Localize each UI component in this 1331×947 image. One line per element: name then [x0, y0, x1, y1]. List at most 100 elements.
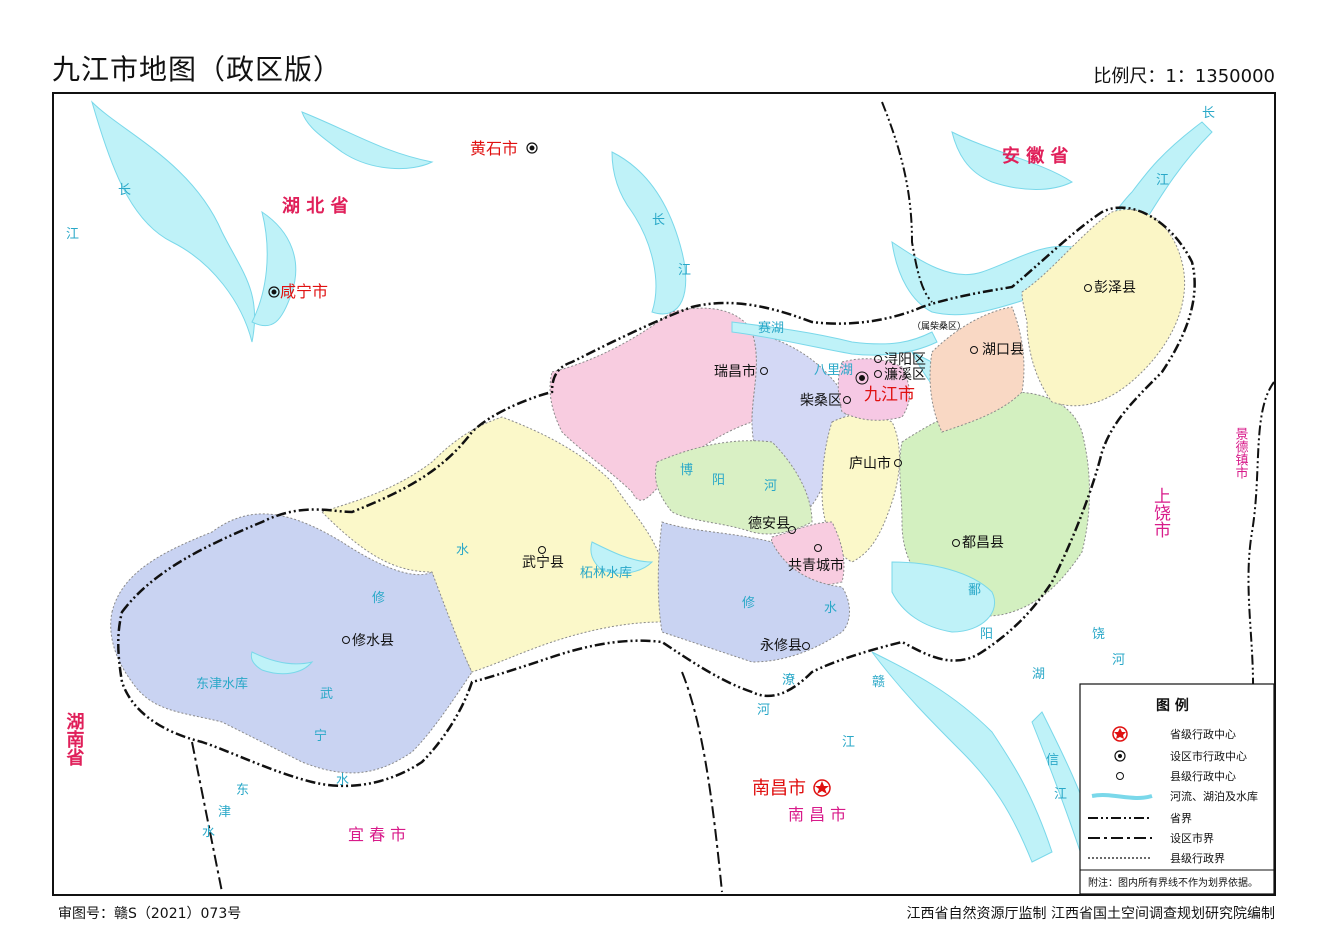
circle-dot-icon: [538, 546, 546, 554]
river-label: 江: [66, 227, 79, 242]
inner-water: [250, 321, 995, 675]
river-label: 修: [742, 596, 755, 611]
district-label-xunyang: 浔阳区: [884, 352, 926, 368]
river-label: 宁: [314, 728, 327, 744]
river-label: 江: [1156, 173, 1169, 188]
outer-city-border-southwest: [191, 741, 223, 893]
district-label-yongxiu: 永修县: [760, 638, 802, 654]
river-label: 水: [202, 825, 215, 840]
circle-dot-icon: [342, 636, 350, 644]
city-label-shangrao: 上饶市: [1150, 487, 1171, 538]
city-label-xianning: 咸宁市: [280, 282, 328, 301]
city-label-nanchang-region: 南 昌 市: [788, 805, 846, 824]
hukou-region: [929, 306, 1025, 433]
enclave-label: （属柴桑区）: [912, 320, 966, 332]
approval-number: 审图号：赣S（2021）073号: [58, 906, 242, 922]
river-label: 津: [218, 805, 231, 820]
legend: 图 例 省级行政中心 设区市行政中心 县级行政中心 河流、湖泊及水库 省界 设区…: [1079, 683, 1275, 895]
lake-label: 八里湖: [814, 363, 853, 378]
river-label: 赣: [872, 675, 885, 690]
outside-city-labels: 黄石市 咸宁市 南昌市 景德镇市 上饶市 宜 春 市 南 昌 市: [280, 139, 1248, 844]
river-label: 水: [824, 601, 837, 616]
publisher-info: 江西省自然资源厅监制 江西省国土空间调查规划研究院编制: [906, 906, 1275, 922]
river-label: 河: [764, 479, 777, 494]
river-label: 水: [336, 773, 349, 788]
double-circle-icon-center: [1118, 754, 1122, 758]
river-label: 长: [118, 183, 131, 198]
yongxiu-region: [657, 521, 850, 663]
district-label-gongqing: 共青城市: [788, 557, 844, 574]
river-label: 河: [1112, 653, 1125, 668]
province-labels: 安 徽 省 湖 北 省 湖南省: [64, 145, 1069, 767]
district-label-duchang: 都昌县: [962, 535, 1004, 551]
river-label: 信: [1046, 753, 1059, 768]
district-label-pengze: 彭泽县: [1094, 280, 1136, 296]
circle-dot-icon: [1084, 284, 1092, 292]
double-circle-icon: [855, 371, 869, 385]
legend-item-provincial: 省级行政中心: [1170, 727, 1236, 741]
district-labels: 浔阳区 濂溪区 柴桑区 瑞昌市 湖口县 彭泽县 庐山市 德安县 共青城市 都昌县…: [352, 280, 1136, 654]
outer-city-border-south: [681, 671, 723, 893]
double-circle-icon: [268, 286, 280, 298]
reservoir-label: 东津水库: [196, 676, 248, 692]
river-label: 河: [757, 703, 770, 718]
reservoir-label: 柘林水库: [580, 565, 632, 581]
legend-title: 图 例: [1156, 697, 1189, 714]
city-label-huangshi: 黄石市: [470, 139, 518, 158]
city-label-jiujiang: 九江市: [864, 385, 915, 405]
city-label-nanchang: 南昌市: [752, 778, 806, 799]
district-label-ruichang: 瑞昌市: [714, 363, 756, 380]
province-border: [117, 206, 1196, 788]
lake-label: 湖: [1032, 667, 1045, 682]
outside-city-markers: [268, 142, 831, 797]
circle-dot-icon: [802, 642, 810, 650]
map-title: 九江市地图（政区版）: [52, 53, 343, 86]
district-label-wuning: 武宁县: [522, 554, 564, 571]
water-swatch-icon: [1091, 793, 1153, 800]
province-label-hubei: 湖 北 省: [282, 195, 349, 217]
scale-label: 比例尺：1：1350000: [1093, 66, 1275, 87]
river-label: 江: [1054, 787, 1067, 802]
circle-dot-icon: [760, 367, 768, 375]
circle-dot-icon: [952, 539, 960, 547]
double-circle-icon-center: [859, 375, 865, 381]
circle-dot-icon: [970, 346, 978, 354]
red-star-shape: [1114, 728, 1126, 739]
circle-dot-icon: [874, 370, 882, 378]
outer-province-border-east: [1247, 381, 1275, 713]
double-circle-icon-center: [271, 289, 277, 295]
district-label-dean: 德安县: [748, 516, 790, 532]
lushan-region: [821, 414, 900, 563]
pengze-region: [1021, 208, 1186, 407]
lake-label: 阳: [980, 627, 993, 642]
city-label-jingdezhen: 景德镇市: [1233, 427, 1249, 479]
red-star-shape: [815, 781, 829, 794]
river-label: 修: [372, 591, 385, 606]
lake-label: 赛湖: [758, 320, 784, 336]
river-label: 东: [236, 783, 249, 798]
river-label: 水: [456, 543, 469, 558]
water-labels: 长 江 长 江 长 江 赛湖 八里湖 博 阳 河 柘林水库 东津水库 修 水 修…: [66, 106, 1215, 840]
circle-dot-icon: [814, 544, 822, 552]
dean-region: [655, 440, 813, 535]
legend-item-prefecture-border: 设区市界: [1170, 831, 1214, 845]
double-circle-icon-center: [529, 145, 535, 151]
xiushui-region: [110, 513, 473, 774]
circle-dot-icon: [894, 459, 902, 467]
river-label: 饶: [1092, 627, 1105, 642]
circle-dot-icon: [788, 526, 796, 534]
river-label: 武: [320, 687, 333, 702]
legend-box: [1079, 683, 1275, 895]
legend-item-water: 河流、湖泊及水库: [1170, 789, 1258, 803]
district-label-lianxi: 濂溪区: [884, 366, 926, 383]
district-label-lushan: 庐山市: [849, 455, 891, 472]
river-label: 潦: [782, 672, 795, 688]
circle-dot-icon: [874, 355, 882, 363]
legend-note: 附注：图内所有界线不作为划界依据。: [1088, 876, 1258, 889]
river-label: 博: [680, 463, 693, 478]
circle-dot-icon: [843, 396, 851, 404]
circle-dot-icon: [1116, 772, 1124, 780]
district-markers: [342, 284, 1092, 650]
legend-item-province-border: 省界: [1170, 812, 1192, 825]
river-label: 阳: [712, 473, 725, 488]
